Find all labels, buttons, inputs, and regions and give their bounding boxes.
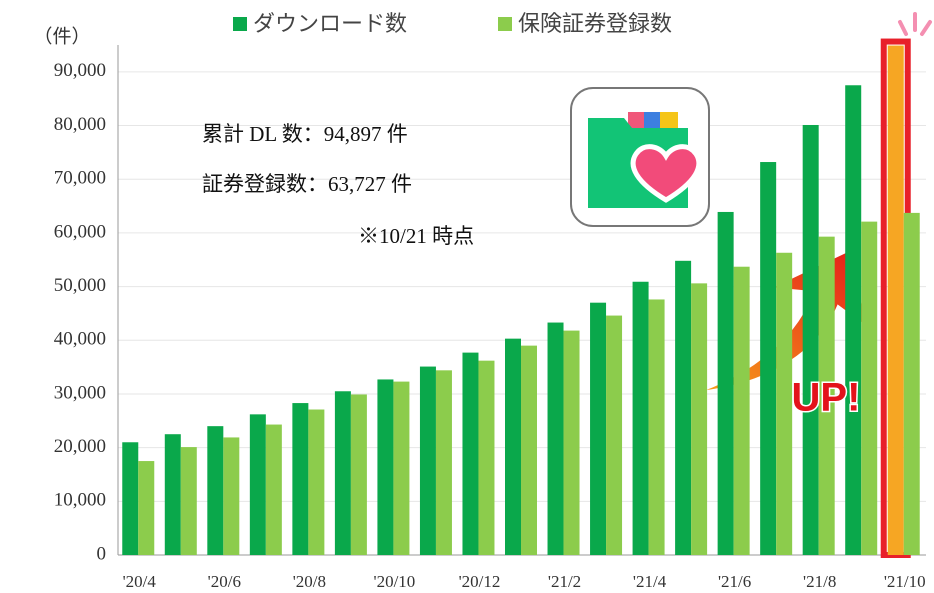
bar: [478, 361, 494, 555]
bar: [138, 461, 154, 555]
bar: [122, 442, 138, 555]
bar: [181, 447, 197, 555]
chart: （件） 0 10,000 20,000 30,000 40,000 50,000 60,00…: [0, 0, 934, 593]
bar: [377, 379, 393, 555]
bar: [861, 222, 877, 555]
bar: [292, 403, 308, 555]
x-tick-label: '21/2: [548, 572, 581, 591]
app-icon: [571, 88, 709, 226]
annotation: 累計 DL 数：94,897 件: [202, 122, 408, 146]
bar: [675, 261, 691, 555]
y-tick-label: 10,000: [54, 490, 106, 511]
x-tick-label: '21/8: [803, 572, 836, 591]
bar: [548, 323, 564, 555]
annotation: ※10/21 時点: [358, 224, 474, 248]
sparkle: [900, 14, 930, 34]
bar: [207, 426, 223, 555]
bar: [606, 316, 622, 555]
bar: [266, 425, 282, 555]
y-axis-label: （件）: [33, 25, 90, 47]
bar: [420, 367, 436, 555]
annotation: 証券登録数：63,727 件: [202, 172, 412, 196]
bar: [521, 346, 537, 555]
bar: [888, 46, 904, 555]
bar: [393, 382, 409, 555]
bar: [505, 339, 521, 555]
y-tick-label: 40,000: [54, 329, 106, 350]
bar: [691, 283, 707, 555]
legend-swatch: [233, 17, 247, 31]
bar: [760, 162, 776, 555]
bar: [351, 394, 367, 555]
bar: [308, 410, 324, 555]
y-tick-label: 20,000: [54, 436, 106, 457]
bar: [803, 125, 819, 555]
y-tick-label: 60,000: [54, 221, 106, 242]
x-tick-label: '21/4: [633, 572, 667, 591]
x-tick-label: '20/10: [374, 572, 416, 591]
legend-swatch: [498, 17, 512, 31]
bar: [776, 253, 792, 555]
y-tick-label: 80,000: [54, 114, 106, 135]
legend-label: ダウンロード数: [253, 12, 407, 37]
legend-label: 保険証券登録数: [518, 12, 672, 37]
bar: [649, 299, 665, 555]
bar: [590, 303, 606, 555]
y-tick-label: 30,000: [54, 382, 106, 403]
bar: [845, 85, 861, 555]
y-tick-label: 0: [97, 543, 107, 564]
bar: [734, 267, 750, 555]
x-tick-label: '20/4: [123, 572, 157, 591]
bar: [436, 370, 452, 555]
bar: [335, 391, 351, 555]
bar: [462, 353, 478, 555]
x-tick-label: '21/10: [884, 572, 926, 591]
x-tick-label: '20/12: [459, 572, 501, 591]
bar: [718, 212, 734, 555]
y-tick-label: 50,000: [54, 275, 106, 296]
y-tick-label: 70,000: [54, 168, 106, 189]
x-tick-label: '20/8: [293, 572, 326, 591]
x-tick-label: '20/6: [208, 572, 241, 591]
bar: [564, 331, 580, 555]
bar: [165, 434, 181, 555]
y-tick-label: 90,000: [54, 60, 106, 81]
bar: [223, 437, 239, 555]
bar: [904, 213, 920, 555]
bar: [633, 282, 649, 555]
bar: [250, 414, 266, 555]
annotation: UP!: [792, 376, 861, 420]
x-tick-label: '21/6: [718, 572, 751, 591]
